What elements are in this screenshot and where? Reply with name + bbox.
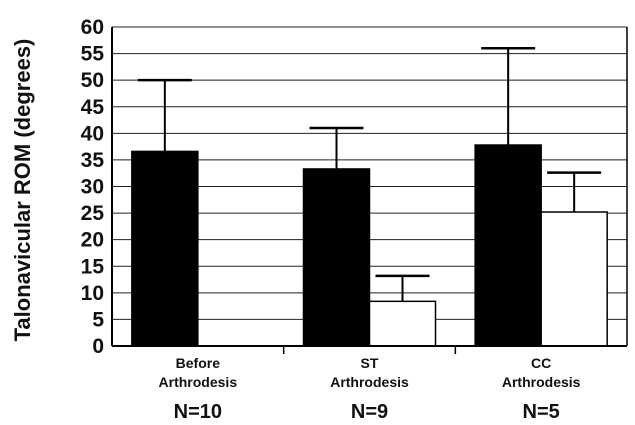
n-labels: N=10 N=9 N=5	[174, 401, 560, 423]
axes	[111, 27, 628, 354]
y-tick-label: 5	[92, 308, 104, 331]
category-label: Arthrodesis	[502, 374, 581, 390]
category-label: Arthrodesis	[159, 374, 238, 390]
y-tick-label: 15	[81, 255, 105, 278]
y-tick-label: 45	[81, 96, 105, 119]
y-tick-label: 10	[81, 282, 104, 305]
bar	[474, 144, 542, 347]
y-tick-label: 35	[81, 149, 105, 172]
y-tick-label: 40	[81, 122, 104, 145]
n-label: N=5	[523, 401, 560, 423]
bar	[540, 211, 608, 347]
bar	[131, 150, 199, 347]
n-label: N=9	[351, 401, 388, 423]
bar	[302, 168, 371, 347]
y-tick-label: 0	[92, 335, 104, 358]
category-label: Arthrodesis	[330, 374, 409, 390]
category-labels: Before Arthrodesis ST Arthrodesis CC Arthrode…	[159, 355, 581, 390]
bar	[368, 300, 437, 347]
y-tick-label: 30	[81, 176, 104, 199]
y-tick-label: 20	[81, 229, 104, 252]
n-label: N=10	[174, 401, 222, 423]
y-tick-labels: 0 5 10 15 20 25 30 35 40 45 50 55 60	[81, 16, 105, 358]
category-label: CC	[531, 355, 551, 371]
bars	[131, 144, 608, 347]
category-label: Before	[176, 355, 221, 371]
y-tick-label: 25	[81, 202, 105, 225]
y-tick-label: 55	[81, 43, 105, 66]
y-axis-label: Talonavicular ROM (degrees)	[10, 39, 35, 342]
category-label: ST	[361, 355, 379, 371]
error-bars	[137, 47, 602, 302]
y-tick-label: 50	[81, 69, 104, 92]
y-tick-label: 60	[81, 16, 104, 39]
